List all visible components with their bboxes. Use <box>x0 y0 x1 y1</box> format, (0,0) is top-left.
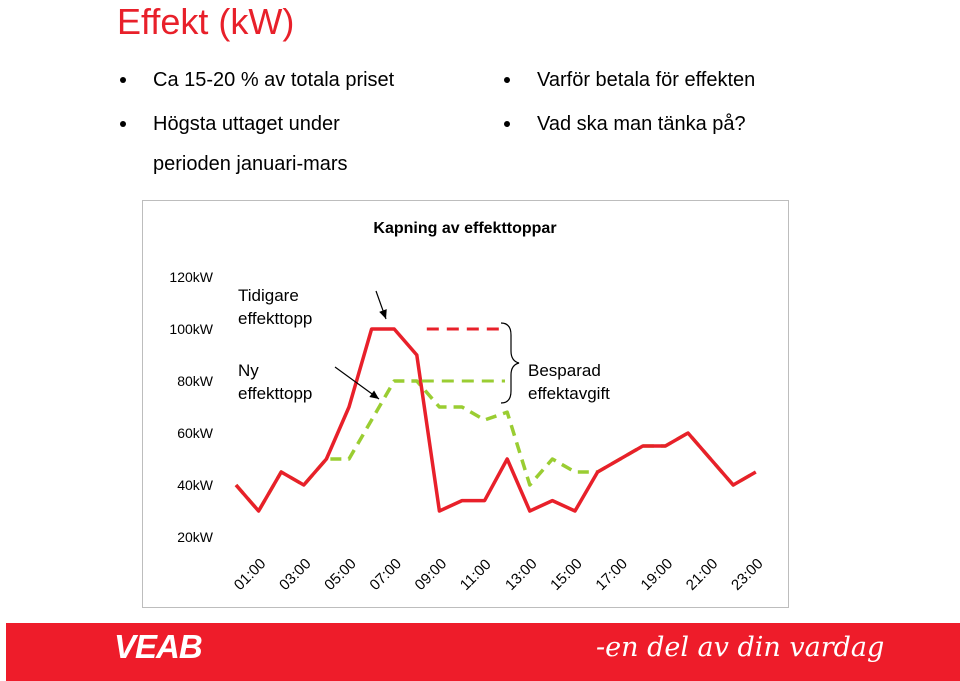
bullet-text: Högsta uttaget under <box>153 113 340 135</box>
slide-title: Effekt (kW) <box>117 1 295 42</box>
x-tick-label: 17:00 <box>592 555 631 594</box>
x-tick-label: 13:00 <box>502 555 541 594</box>
bullet-text: Vad ska man tänka på? <box>537 113 746 135</box>
y-tick-label: 40kW <box>177 477 214 493</box>
series-line-original <box>234 327 757 513</box>
arrow-new-peak <box>334 366 380 400</box>
x-tick-label: 01:00 <box>231 555 270 594</box>
arrow-old-peak-head <box>379 309 387 319</box>
x-tick-label: 19:00 <box>638 555 677 594</box>
bullet-list-right: Varför betala för effekten Vad ska man t… <box>500 69 840 157</box>
bullet-item: Varför betala för effekten <box>500 69 840 92</box>
bullet-list-left: Ca 15-20 % av totala priset Högsta uttag… <box>116 69 456 197</box>
x-tick-label: 07:00 <box>366 555 405 594</box>
series-line-capped <box>234 379 757 513</box>
bullet-item: Högsta uttaget under perioden januari-mar… <box>116 113 456 176</box>
bullet-continuation: perioden januari-mars <box>153 153 348 175</box>
logo: VEAB <box>114 628 203 665</box>
footer-bar: VEAB -en del av din vardag <box>6 623 960 681</box>
bullet-item: Vad ska man tänka på? <box>500 113 840 136</box>
x-tick-label: 11:00 <box>457 556 495 594</box>
annotation-old-peak: Tidigare effekttopp <box>238 286 312 328</box>
x-tick-label: 21:00 <box>683 555 722 594</box>
bullet-text: Varför betala för effekten <box>537 69 756 91</box>
y-tick-label: 80kW <box>177 373 214 389</box>
x-tick-label: 09:00 <box>412 555 451 594</box>
y-tick-label: 20kW <box>177 529 214 545</box>
bullet-item: Ca 15-20 % av totala priset <box>116 69 456 92</box>
x-tick-label: 15:00 <box>547 555 586 594</box>
annotation-new-peak: Ny effekttopp <box>238 361 312 403</box>
x-tick-label: 03:00 <box>276 555 315 594</box>
y-tick-label: 100kW <box>169 321 213 337</box>
chart-title: Kapning av effekttoppar <box>373 220 556 237</box>
arrow-new-peak-head <box>369 390 379 399</box>
tagline: -en del av din vardag <box>596 632 885 663</box>
chart-frame: Kapning av effekttoppar 120kW 100kW 80kW 60k… <box>142 200 789 608</box>
y-tick-label: 60kW <box>177 425 214 441</box>
annotation-saved: Besparad effektavgift <box>528 361 610 403</box>
bullet-text: Ca 15-20 % av totala priset <box>153 69 395 91</box>
x-tick-label: 05:00 <box>321 555 360 594</box>
brace-shape <box>500 322 520 404</box>
x-tick-label: 23:00 <box>728 555 767 594</box>
y-tick-label: 120kW <box>169 269 213 285</box>
line-chart: Kapning av effekttoppar 120kW 100kW 80kW 60k… <box>169 220 767 594</box>
